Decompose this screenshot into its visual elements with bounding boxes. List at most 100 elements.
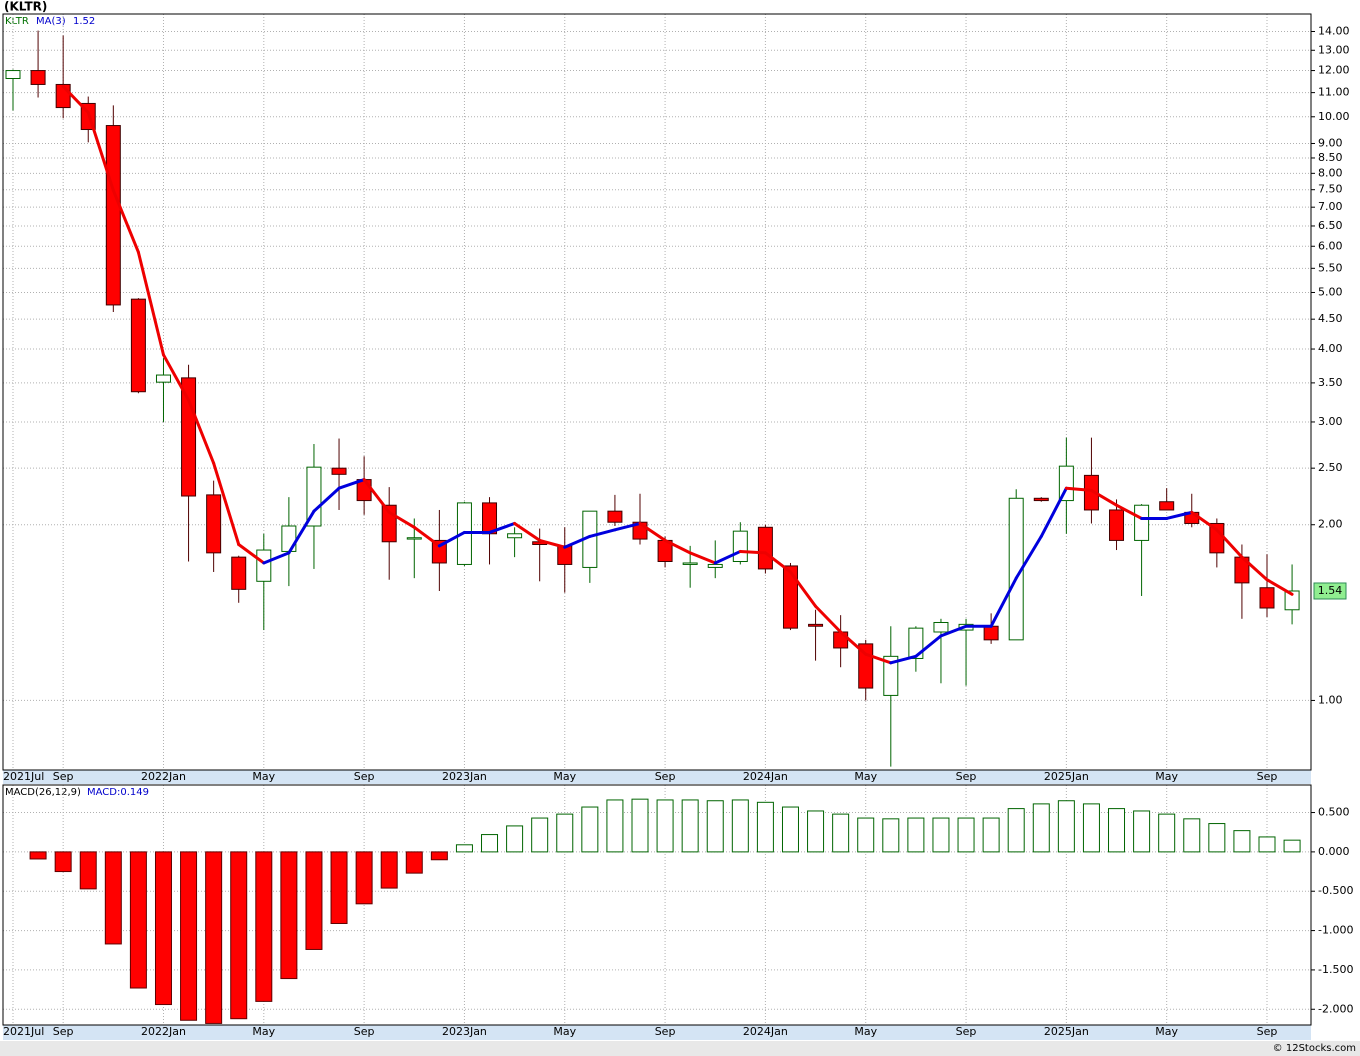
ma-segment bbox=[362, 478, 391, 514]
candle-body bbox=[281, 525, 297, 552]
ma-segment bbox=[663, 538, 692, 555]
macd-bar bbox=[807, 810, 825, 853]
y-tick-label: -1.000 bbox=[1318, 924, 1353, 937]
candle-body bbox=[507, 533, 523, 539]
macd-bar bbox=[1133, 810, 1151, 853]
ma-segment bbox=[613, 521, 642, 532]
macd-bar bbox=[1108, 808, 1126, 853]
candle-body bbox=[883, 655, 899, 696]
macd-bar bbox=[656, 799, 674, 853]
candle-body bbox=[30, 70, 46, 85]
y-tick-label: 14.00 bbox=[1318, 24, 1350, 37]
x-tick-label: May bbox=[553, 1025, 576, 1038]
x-tick-label: May bbox=[252, 1025, 275, 1038]
x-tick-label: Sep bbox=[1257, 770, 1278, 783]
macd-bar bbox=[832, 813, 850, 853]
macd-bar bbox=[606, 799, 624, 853]
legend-ma: MA(3) bbox=[36, 16, 66, 27]
candle-body bbox=[1134, 504, 1150, 541]
macd-bar bbox=[1007, 808, 1025, 853]
y-tick-label: 8.00 bbox=[1318, 166, 1343, 179]
macd-bar bbox=[255, 851, 273, 1002]
x-tick-label: 2024Jan bbox=[743, 770, 788, 783]
last-price-box bbox=[1313, 582, 1347, 600]
candle-body bbox=[406, 537, 422, 540]
macd-bar bbox=[706, 800, 724, 853]
ma-segment bbox=[111, 188, 140, 254]
y-tick-label: 5.50 bbox=[1318, 261, 1343, 274]
footer-band bbox=[0, 1041, 1360, 1056]
date-axis-band bbox=[3, 770, 1311, 784]
candle-body bbox=[983, 625, 999, 641]
y-tick-label: 3.50 bbox=[1318, 376, 1343, 389]
macd-bar bbox=[556, 813, 574, 853]
ma-segment bbox=[136, 250, 165, 357]
candle-body bbox=[707, 563, 723, 568]
macd-legend-value: MACD:0.149 bbox=[87, 787, 149, 798]
candle-body bbox=[1033, 497, 1049, 502]
y-tick-label: 2.50 bbox=[1318, 461, 1343, 474]
x-tick-label: May bbox=[854, 1025, 877, 1038]
ma-segment bbox=[387, 510, 416, 529]
macd-bar bbox=[781, 806, 799, 853]
x-tick-label: 2022Jan bbox=[141, 770, 186, 783]
y-tick-label: 6.50 bbox=[1318, 219, 1343, 232]
ma-segment bbox=[1115, 503, 1144, 520]
macd-bar bbox=[1057, 800, 1075, 853]
macd-bar bbox=[882, 818, 900, 853]
candle-body bbox=[431, 539, 447, 564]
candle-body bbox=[908, 627, 924, 659]
ma-segment bbox=[814, 604, 843, 634]
ma-segment bbox=[989, 576, 1018, 628]
y-tick-label: 1.00 bbox=[1318, 693, 1343, 706]
plot-frame bbox=[2, 784, 1312, 1026]
macd-bar bbox=[330, 851, 348, 924]
y-tick-label: 7.50 bbox=[1318, 183, 1343, 196]
ma-segment bbox=[312, 486, 341, 513]
x-tick-label: May bbox=[553, 770, 576, 783]
x-tick-label: Sep bbox=[354, 770, 375, 783]
x-tick-label: 2024Jan bbox=[743, 1025, 788, 1038]
macd-bar bbox=[455, 844, 473, 853]
ma-segment bbox=[788, 570, 818, 608]
x-tick-label: May bbox=[1155, 1025, 1178, 1038]
ma-segment bbox=[713, 549, 742, 565]
ma-segment bbox=[588, 528, 617, 538]
ma-segment bbox=[287, 509, 316, 555]
ma-segment bbox=[1190, 510, 1219, 532]
candle-body bbox=[1083, 474, 1099, 511]
ma-segment bbox=[839, 630, 868, 656]
legend-ma-value: 1.52 bbox=[73, 16, 95, 27]
ma-segment bbox=[939, 624, 968, 638]
x-tick-label: 2021Jul bbox=[3, 770, 44, 783]
y-tick-label: 0.000 bbox=[1318, 845, 1350, 858]
macd-bar bbox=[1183, 818, 1201, 853]
ma-segment bbox=[538, 538, 567, 549]
y-tick-label: 13.00 bbox=[1318, 43, 1350, 56]
macd-bar bbox=[154, 851, 172, 1006]
macd-bar bbox=[1082, 803, 1100, 853]
candle-body bbox=[181, 377, 197, 497]
ma-segment bbox=[914, 634, 943, 658]
date-axis-band bbox=[3, 1025, 1311, 1040]
macd-bar bbox=[982, 817, 1000, 853]
macd-bar bbox=[506, 825, 524, 853]
candle-body bbox=[1284, 590, 1300, 611]
candle-body bbox=[732, 530, 748, 562]
plot-frame bbox=[2, 13, 1312, 771]
y-tick-label: 9.00 bbox=[1318, 136, 1343, 149]
macd-bar bbox=[681, 799, 699, 853]
macd-bar bbox=[481, 834, 499, 853]
candle-body bbox=[933, 621, 949, 633]
macd-bar bbox=[932, 817, 950, 853]
ma-segment bbox=[738, 549, 767, 555]
macd-bar bbox=[731, 799, 749, 853]
y-tick-label: 0.500 bbox=[1318, 806, 1350, 819]
y-tick-label: -2.000 bbox=[1318, 1002, 1353, 1015]
macd-bar bbox=[1208, 823, 1226, 853]
candle-body bbox=[130, 298, 146, 393]
candle-body bbox=[1109, 509, 1125, 541]
y-tick-label: 4.00 bbox=[1318, 342, 1343, 355]
